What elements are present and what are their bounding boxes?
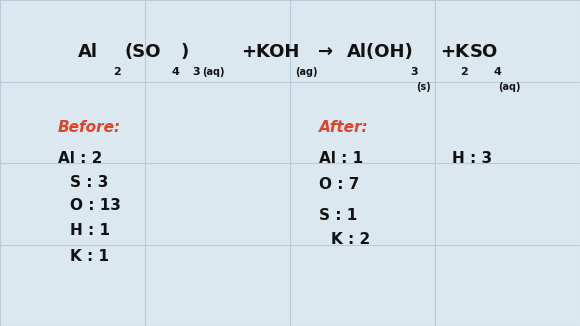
- Text: Al(OH): Al(OH): [347, 43, 414, 61]
- Text: (aq): (aq): [498, 82, 520, 92]
- Text: K : 2: K : 2: [331, 232, 370, 247]
- Text: Before:: Before:: [58, 120, 121, 135]
- Text: S : 3: S : 3: [70, 175, 108, 190]
- Text: (ag): (ag): [295, 67, 317, 77]
- Text: H : 1: H : 1: [70, 223, 110, 238]
- Text: 4: 4: [493, 67, 501, 77]
- Text: O : 7: O : 7: [319, 177, 360, 192]
- Text: S : 1: S : 1: [319, 208, 357, 223]
- Text: Al : 1: Al : 1: [319, 151, 363, 166]
- Text: 2: 2: [460, 67, 467, 77]
- Text: ): ): [181, 43, 189, 61]
- Text: +KOH: +KOH: [241, 43, 299, 61]
- Text: K : 1: K : 1: [70, 249, 108, 264]
- Text: →: →: [318, 43, 333, 61]
- Text: After:: After:: [319, 120, 369, 135]
- Text: Al : 2: Al : 2: [58, 151, 103, 166]
- Text: (SO: (SO: [125, 43, 161, 61]
- Text: Al: Al: [78, 43, 98, 61]
- Text: O : 13: O : 13: [70, 198, 121, 213]
- Text: H : 3: H : 3: [452, 151, 492, 166]
- Text: +K: +K: [440, 43, 469, 61]
- Text: (s): (s): [416, 82, 431, 92]
- Text: 3: 3: [411, 67, 418, 77]
- Text: 4: 4: [171, 67, 179, 77]
- Text: 2: 2: [113, 67, 121, 77]
- Text: (aq): (aq): [202, 67, 224, 77]
- Text: SO: SO: [470, 43, 498, 61]
- Text: 3: 3: [193, 67, 200, 77]
